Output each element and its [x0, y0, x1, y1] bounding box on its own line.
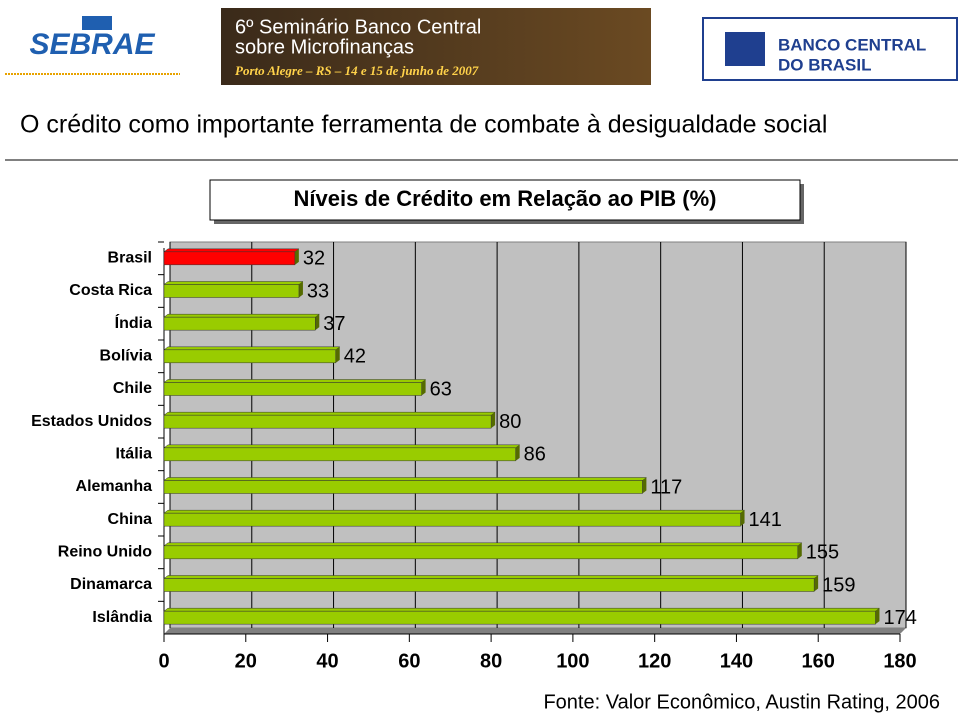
y-tick-label: Brasil: [108, 250, 152, 267]
plot-wall: [169, 241, 907, 629]
x-tick-label: 60: [398, 650, 420, 672]
bcb-logo: BANCO CENTRAL DO BRASIL: [702, 17, 958, 81]
chart-title-box: [209, 179, 801, 221]
y-tick-label: Itália: [116, 446, 153, 463]
logo-text: BANCO CENTRAL: [778, 35, 926, 54]
seminar-banner: 6º Seminário Banco Central sobre Microfi…: [221, 8, 651, 85]
bar-side: [515, 444, 520, 461]
source-note: Fonte: Valor Econômico, Austin Rating, 2…: [543, 691, 940, 713]
value-label: 86: [524, 444, 546, 466]
logo-shape: [725, 32, 765, 66]
bar-top: [163, 607, 881, 612]
x-tick-label: 140: [720, 650, 753, 672]
y-tick-label: China: [108, 511, 153, 528]
banner-bg: [221, 8, 651, 85]
bar: [163, 447, 516, 462]
bar-top: [163, 411, 496, 416]
banner-text: 6º Seminário Banco Central: [235, 16, 481, 38]
bar-side: [814, 575, 819, 592]
bar: [163, 284, 300, 298]
y-tick-label: Alemanha: [76, 478, 153, 495]
bar-top: [163, 477, 648, 481]
bar-side: [491, 412, 496, 429]
bar-top: [163, 346, 341, 351]
bar: [163, 545, 799, 560]
bar-top: [163, 509, 746, 514]
logo-text: SEBRAE: [29, 28, 155, 61]
y-tick-label: Reino Unido: [58, 544, 152, 561]
logo-shape: [82, 16, 112, 30]
value-label: 155: [806, 542, 839, 564]
value-label: 42: [344, 346, 366, 368]
value-label: 174: [883, 607, 916, 629]
y-tick-label: Chile: [113, 380, 152, 397]
bar: [163, 578, 815, 592]
value-label: 141: [749, 509, 782, 531]
x-tick-label: 80: [480, 650, 502, 672]
y-tick-label: Islândia: [92, 609, 152, 626]
y-tick-label: Bolívia: [100, 348, 153, 365]
bar: [163, 512, 741, 527]
bar: [163, 480, 643, 494]
bar-side: [875, 608, 880, 625]
value-label: 117: [650, 476, 682, 498]
bar-top: [163, 575, 819, 579]
x-tick-label: 40: [316, 650, 338, 672]
bar: [163, 349, 336, 364]
bar-top: [163, 444, 521, 449]
y-tick-label: Dinamarca: [70, 576, 152, 593]
plot: 0 20 40 60 80 100 120 140 160 180 Brasil 32 Costa Ri…: [31, 241, 917, 672]
bar: [163, 414, 492, 429]
bar: [163, 610, 876, 625]
value-label: 159: [822, 574, 855, 596]
bar-top: [163, 313, 321, 318]
chart-title: Níveis de Crédito em Relação ao PIB (%): [293, 186, 716, 211]
slide-title: O crédito como importante ferramenta de …: [20, 111, 827, 139]
bar-side: [335, 346, 340, 363]
y-tick-label: Índia: [115, 313, 152, 332]
x-tick-label: 0: [158, 650, 169, 672]
plot-floor: [164, 628, 906, 634]
logo-text: DO BRASIL: [778, 55, 872, 74]
bar-side: [298, 281, 303, 298]
value-label: 32: [303, 248, 325, 270]
value-label: 37: [323, 313, 345, 335]
value-label: 80: [499, 411, 521, 433]
bar-side: [421, 379, 426, 396]
bar-top: [163, 281, 304, 285]
bar-top: [163, 248, 300, 253]
y-tick-label: Estados Unidos: [31, 413, 152, 430]
y-tick-label: Costa Rica: [69, 282, 152, 299]
value-label: 33: [307, 280, 329, 302]
banner-text: Porto Alegre – RS – 14 e 15 de junho de …: [235, 63, 479, 78]
bar: [163, 316, 316, 331]
banner-text: sobre Microfinanças: [235, 36, 414, 58]
sebrae-logo: SEBRAE: [5, 16, 180, 75]
bar-side: [315, 314, 320, 331]
value-label: 63: [430, 378, 452, 400]
bar-side: [294, 248, 299, 265]
x-tick-label: 120: [638, 650, 671, 672]
bar-top: [163, 379, 427, 383]
bar-side: [797, 542, 802, 559]
x-tick-label: 180: [883, 650, 916, 672]
x-tick-label: 100: [556, 650, 589, 672]
bar-side: [740, 510, 745, 527]
bar: [163, 382, 422, 396]
bar-side: [642, 477, 647, 494]
bar-top: [163, 542, 803, 547]
x-tick-label: 20: [235, 650, 257, 672]
bar: [163, 251, 296, 266]
x-tick-label: 160: [802, 650, 835, 672]
